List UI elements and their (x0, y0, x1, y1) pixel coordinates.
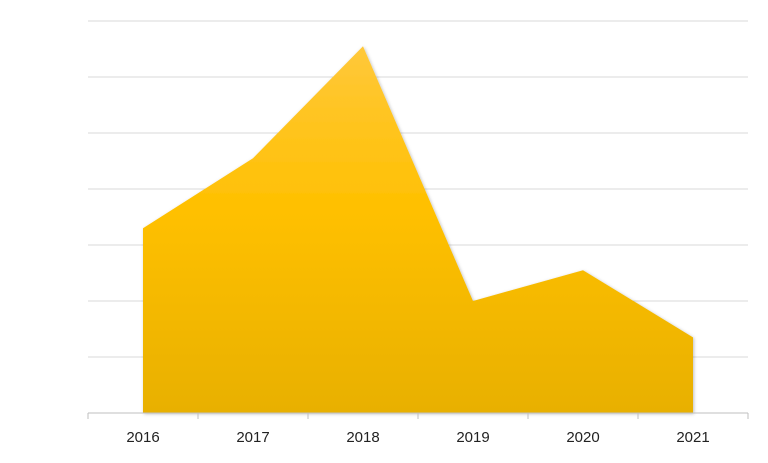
area (143, 46, 693, 413)
x-tick-label: 2019 (456, 429, 489, 446)
x-tick-label: 2017 (236, 429, 269, 446)
x-tick-label: 2016 (126, 429, 159, 446)
x-tick-label: 2020 (566, 429, 599, 446)
x-tick-label: 2021 (676, 429, 709, 446)
x-tick-label: 2018 (346, 429, 379, 446)
